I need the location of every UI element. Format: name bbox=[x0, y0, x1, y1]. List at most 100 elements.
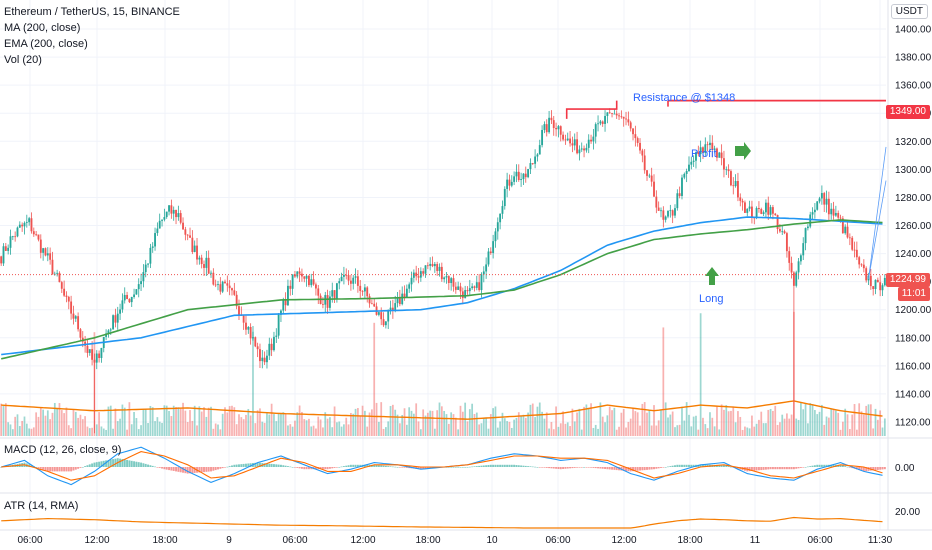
vol-legend[interactable]: Vol (20) bbox=[4, 54, 42, 66]
ma-legend[interactable]: MA (200, close) bbox=[4, 22, 81, 34]
volume-bar bbox=[433, 428, 436, 436]
currency-button[interactable]: USDT bbox=[890, 4, 928, 19]
ema-legend[interactable]: EMA (200, close) bbox=[4, 38, 88, 50]
candle-body bbox=[394, 303, 397, 311]
macd-histogram-bar bbox=[536, 467, 539, 468]
candle-body bbox=[667, 210, 669, 217]
volume-bar bbox=[513, 419, 515, 436]
time-tick-label: 18:00 bbox=[415, 535, 440, 546]
volume-bar bbox=[200, 411, 203, 436]
volume-bar bbox=[11, 429, 14, 436]
macd-histogram-bar bbox=[592, 467, 595, 468]
volume-bar bbox=[555, 406, 557, 436]
candle-body bbox=[65, 295, 68, 297]
candle-body bbox=[732, 185, 735, 187]
volume-bar bbox=[454, 417, 457, 436]
volume-bar bbox=[394, 409, 397, 436]
macd-histogram-bar bbox=[214, 467, 217, 471]
macd-histogram-bar bbox=[506, 464, 509, 467]
candle-body bbox=[475, 282, 478, 288]
candle-body bbox=[261, 357, 264, 362]
volume-bar bbox=[53, 402, 56, 436]
candle-body bbox=[839, 217, 842, 219]
volume-bar bbox=[324, 412, 327, 436]
volume-bar bbox=[627, 421, 630, 436]
volume-bar bbox=[37, 416, 40, 436]
macd-histogram-bar bbox=[489, 464, 492, 467]
volume-bar bbox=[744, 426, 746, 436]
macd-histogram-bar bbox=[359, 464, 362, 467]
symbol-title[interactable]: Ethereum / TetherUS, 15, BINANCE bbox=[4, 6, 180, 18]
candle-body bbox=[121, 300, 124, 310]
macd-histogram-bar bbox=[303, 467, 306, 470]
volume-bar bbox=[573, 421, 576, 436]
candle-body bbox=[783, 231, 786, 234]
volume-bar bbox=[240, 417, 243, 436]
volume-bar bbox=[706, 428, 709, 436]
candle-body bbox=[660, 210, 662, 212]
candle-body bbox=[615, 113, 618, 116]
macd-legend[interactable]: MACD (12, 26, close, 9) bbox=[4, 442, 121, 458]
candle-body bbox=[14, 236, 17, 238]
candle-body bbox=[433, 263, 436, 267]
macd-histogram-bar bbox=[543, 467, 546, 468]
volume-bar bbox=[408, 407, 411, 436]
candle-body bbox=[576, 139, 578, 154]
candle-body bbox=[781, 231, 784, 233]
resistance-step-line bbox=[565, 100, 618, 119]
candle-body bbox=[314, 284, 317, 289]
candle-body bbox=[268, 343, 271, 356]
candle-body bbox=[643, 155, 646, 171]
candle-body bbox=[74, 316, 77, 319]
candle-body bbox=[566, 138, 569, 141]
volume-bar bbox=[261, 421, 264, 436]
candle-body bbox=[608, 112, 611, 114]
volume-bar bbox=[331, 427, 334, 436]
volume-bar bbox=[350, 412, 352, 436]
volume-bar bbox=[807, 423, 809, 436]
volume-bar bbox=[329, 417, 331, 436]
candle-body bbox=[697, 152, 700, 155]
macd-histogram-bar bbox=[804, 467, 807, 468]
volume-bar bbox=[112, 428, 114, 436]
candle-body bbox=[692, 160, 695, 162]
candle-body bbox=[524, 173, 527, 178]
macd-histogram-bar bbox=[578, 467, 581, 468]
macd-histogram-bar bbox=[795, 467, 798, 469]
volume-bar bbox=[44, 415, 47, 436]
volume-bar bbox=[636, 412, 639, 436]
candle-body bbox=[105, 333, 108, 337]
volume-bar bbox=[310, 426, 313, 436]
volume-bar bbox=[65, 407, 68, 436]
candle-body bbox=[67, 296, 70, 302]
volume-bar bbox=[371, 409, 373, 436]
volume-bar bbox=[506, 421, 508, 436]
volume-bar bbox=[35, 412, 38, 436]
macd-histogram-bar bbox=[604, 467, 607, 469]
macd-histogram-bar bbox=[305, 467, 308, 470]
volume-bar bbox=[576, 412, 578, 436]
volume-bar bbox=[711, 417, 714, 436]
macd-histogram-bar bbox=[242, 463, 245, 467]
candle-body bbox=[450, 278, 453, 284]
candle-body bbox=[335, 283, 338, 299]
candle-body bbox=[461, 291, 464, 299]
volume-bar bbox=[184, 410, 187, 436]
macd-histogram-bar bbox=[151, 465, 154, 467]
atr-tick-label: 20.00 bbox=[895, 507, 920, 518]
atr-legend[interactable]: ATR (14, RMA) bbox=[4, 498, 78, 514]
volume-bar bbox=[828, 417, 830, 436]
volume-bar bbox=[144, 408, 147, 436]
candle-body bbox=[876, 279, 879, 283]
candle-body bbox=[224, 281, 226, 284]
macd-histogram-bar bbox=[314, 467, 317, 470]
candle-body bbox=[520, 179, 523, 180]
volume-bar bbox=[688, 414, 690, 436]
macd-histogram-bar bbox=[156, 467, 159, 468]
candle-body bbox=[205, 257, 208, 268]
macd-histogram-bar bbox=[676, 464, 679, 467]
macd-histogram-bar bbox=[534, 466, 537, 468]
macd-histogram-bar bbox=[499, 464, 502, 467]
macd-histogram-bar bbox=[774, 467, 777, 470]
